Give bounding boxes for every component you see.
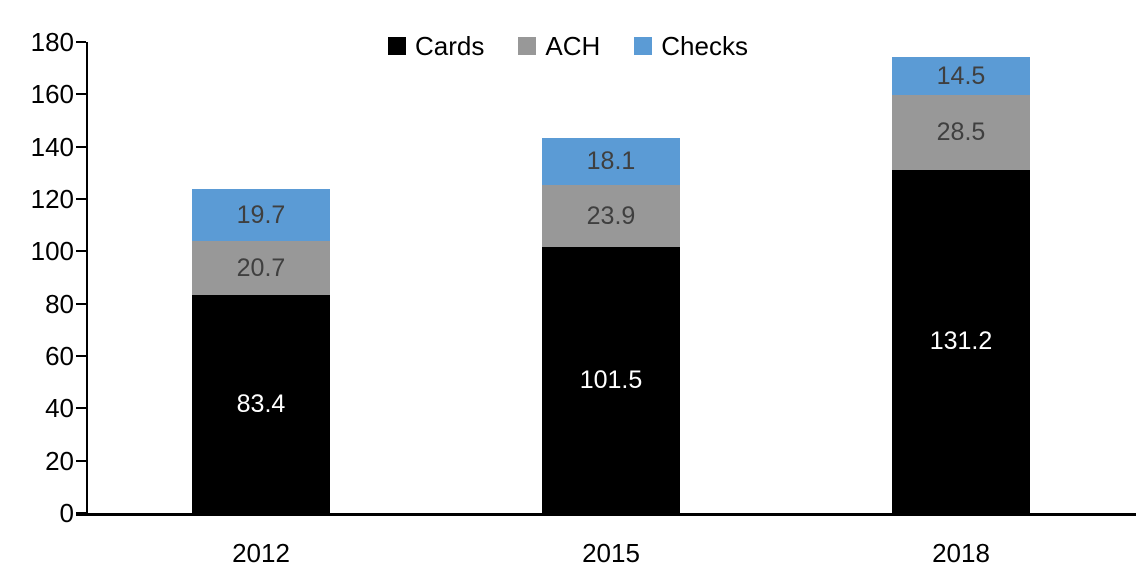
y-axis-tick-label: 140 (30, 131, 74, 162)
y-axis-tick (76, 355, 86, 357)
x-axis-label-2015: 2015 (582, 538, 640, 568)
y-axis-tick (76, 198, 86, 200)
chart-legend: Cards ACH Checks (0, 33, 1136, 59)
y-axis-line (86, 42, 88, 515)
y-axis-tick (76, 41, 86, 43)
y-axis-tick (76, 407, 86, 410)
bar-segment-checks-2015 (542, 137, 680, 185)
y-axis-tick (76, 93, 86, 96)
x-axis-label-2012: 2012 (232, 538, 290, 568)
bar-segment-ach-2018 (892, 95, 1030, 170)
legend-item-ach: ACH (518, 33, 600, 59)
legend-label: Checks (661, 31, 748, 61)
y-axis-tick (76, 145, 86, 148)
bar-segment-cards-2012 (192, 294, 330, 513)
legend-swatch-ach-icon (518, 37, 537, 55)
bar-segment-cards-2018 (892, 169, 1030, 513)
y-axis-tick (76, 512, 86, 514)
y-axis-tick-label: 80 (45, 288, 74, 319)
legend-item-cards: Cards (388, 33, 484, 59)
y-axis-tick-label: 160 (30, 79, 74, 110)
bar-segment-ach-2012 (192, 240, 330, 295)
legend-swatch-checks-icon (634, 37, 653, 55)
x-axis-label-2018: 2018 (932, 538, 990, 568)
legend-swatch-cards-icon (388, 37, 407, 55)
y-axis-tick-label: 40 (45, 393, 74, 424)
y-axis-tick-label: 0 (59, 498, 74, 528)
legend-item-checks: Checks (634, 33, 748, 59)
y-axis-tick-label: 120 (30, 184, 74, 214)
y-axis-tick-label: 60 (45, 341, 74, 371)
y-axis-tick (76, 459, 86, 462)
x-axis-line (76, 513, 1136, 516)
y-axis-tick-label: 20 (45, 445, 74, 476)
y-axis-tick-label: 100 (30, 236, 74, 267)
bar-segment-cards-2015 (542, 247, 680, 513)
y-axis-tick (76, 250, 86, 253)
legend-label: ACH (545, 31, 601, 61)
bar-segment-checks-2018 (892, 57, 1030, 96)
bar-segment-checks-2012 (192, 189, 330, 241)
y-axis-tick (76, 302, 86, 305)
bar-segment-ach-2015 (542, 184, 680, 248)
legend-label: Cards (415, 31, 485, 61)
y-axis-tick-label: 180 (30, 27, 74, 57)
